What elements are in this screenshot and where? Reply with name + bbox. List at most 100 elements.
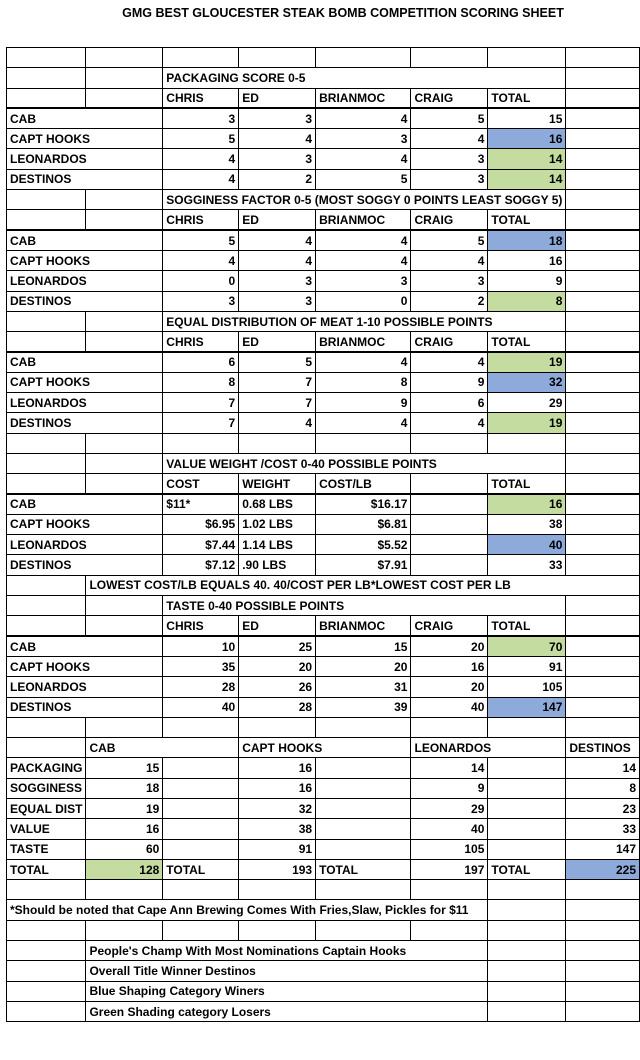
table-row: CAB 6 5 4 4 19 — [5, 350, 640, 373]
judge-score: 31 — [315, 676, 412, 698]
empty-cell — [487, 960, 567, 982]
empty-cell — [85, 473, 164, 495]
sheet-title: GMG BEST GLOUCESTER STEAK BOMB COMPETITI… — [122, 6, 564, 20]
judge-score: 3 — [162, 290, 240, 312]
table-row: CHRIS ED BRIANMOC CRAIG TOTAL — [5, 87, 640, 109]
judge-score: 9 — [315, 392, 412, 414]
judge-score: 4 — [315, 107, 412, 130]
empty-cell — [565, 392, 640, 414]
empty-cell — [85, 615, 164, 637]
table-row: CAB 3 3 4 5 15 — [5, 107, 640, 130]
table-row: People's Champ With Most Nominations Cap… — [5, 940, 640, 962]
empty-cell — [85, 189, 164, 211]
empty-cell — [565, 554, 640, 576]
total-score: 9 — [487, 270, 567, 292]
empty-cell — [315, 838, 412, 860]
empty-cell — [565, 655, 640, 678]
empty-cell — [410, 46, 489, 69]
empty-cell — [410, 716, 489, 739]
empty-cell — [5, 919, 87, 942]
empty-cell — [315, 716, 412, 739]
judge-score: 35 — [162, 655, 240, 678]
judge-score: 3 — [410, 168, 489, 191]
judge-score: 40 — [410, 696, 489, 718]
empty-cell — [565, 67, 640, 89]
judge-score: 16 — [410, 655, 489, 678]
empty-cell — [5, 473, 87, 495]
column-header: CRAIG — [410, 87, 489, 109]
column-header: TOTAL — [487, 209, 567, 231]
column-header: ED — [238, 87, 317, 109]
distribution-heading: EQUAL DISTRIBUTION OF MEAT 1-10 POSSIBLE… — [162, 310, 567, 333]
empty-cell — [487, 899, 567, 921]
empty-cell — [315, 818, 412, 840]
empty-cell — [487, 432, 567, 454]
judge-score: 40 — [162, 696, 240, 718]
column-header: BRIANMOC — [315, 615, 412, 637]
summary-score: 32 — [238, 797, 317, 820]
total-score: 105 — [487, 676, 567, 698]
empty-cell — [410, 879, 489, 901]
judge-score: 5 — [410, 107, 489, 130]
empty-cell — [85, 452, 164, 475]
summary-score: 33 — [565, 818, 640, 840]
team-name: CAB — [5, 229, 164, 251]
summary-category: VALUE — [5, 818, 87, 840]
column-header: BRIANMOC — [315, 209, 412, 231]
weight-value: 1.14 LBS — [238, 534, 317, 556]
empty-cell — [85, 310, 164, 333]
column-header: ED — [238, 209, 317, 231]
judge-score: 4 — [162, 249, 240, 272]
table-row: VALUE 16 38 40 33 — [5, 818, 640, 840]
column-header: COST/LB — [315, 473, 412, 495]
summary-total-label: TOTAL — [487, 858, 567, 881]
empty-cell — [315, 46, 412, 69]
team-name: DESTINOS — [5, 290, 164, 312]
table-row — [5, 919, 640, 942]
table-row — [5, 879, 640, 901]
judge-score: 15 — [315, 635, 412, 657]
empty-cell — [565, 189, 640, 211]
judge-score: 4 — [315, 229, 412, 251]
empty-cell — [565, 493, 640, 515]
column-header: TOTAL — [487, 473, 567, 495]
footnote: *Should be noted that Cape Ann Brewing C… — [5, 899, 489, 921]
legend-note: Overall Title Winner Destinos — [85, 960, 489, 982]
cost-per-lb-value: $16.17 — [315, 493, 412, 515]
judge-score: 5 — [162, 128, 240, 150]
empty-cell — [565, 310, 640, 333]
empty-cell — [487, 757, 567, 779]
judge-score: 26 — [238, 676, 317, 698]
column-header: TOTAL — [487, 331, 567, 353]
empty-cell — [5, 615, 87, 637]
empty-cell — [487, 838, 567, 860]
summary-category: TASTE — [5, 838, 87, 860]
empty-cell — [85, 432, 164, 454]
empty-cell — [5, 737, 87, 759]
empty-cell — [565, 615, 640, 637]
table-row: CAB CAPT HOOKS LEONARDOS DESTINOS — [5, 737, 640, 759]
empty-cell — [85, 87, 164, 109]
empty-cell — [5, 209, 87, 231]
judge-score: 8 — [315, 371, 412, 394]
column-header: CRAIG — [410, 615, 489, 637]
team-name: CAPT HOOKS — [5, 371, 164, 394]
table-row: LEONARDOS 7 7 9 6 29 — [5, 392, 640, 414]
empty-cell — [565, 229, 640, 251]
empty-cell — [5, 595, 87, 617]
total-score: 15 — [487, 107, 567, 130]
table-row: TASTE 0-40 POSSIBLE POINTS — [5, 595, 640, 617]
empty-cell — [238, 432, 317, 454]
empty-cell — [5, 879, 87, 901]
empty-cell — [162, 838, 240, 860]
team-name: CAPT HOOKS — [5, 249, 164, 272]
judge-score: 4 — [315, 249, 412, 272]
empty-cell — [565, 148, 640, 170]
summary-total: 225 — [565, 858, 640, 881]
column-header: CRAIG — [410, 331, 489, 353]
empty-cell — [238, 716, 317, 739]
empty-cell — [565, 899, 640, 921]
team-name: CAB — [5, 107, 164, 130]
table-row — [5, 716, 640, 739]
column-header: BRIANMOC — [315, 331, 412, 353]
